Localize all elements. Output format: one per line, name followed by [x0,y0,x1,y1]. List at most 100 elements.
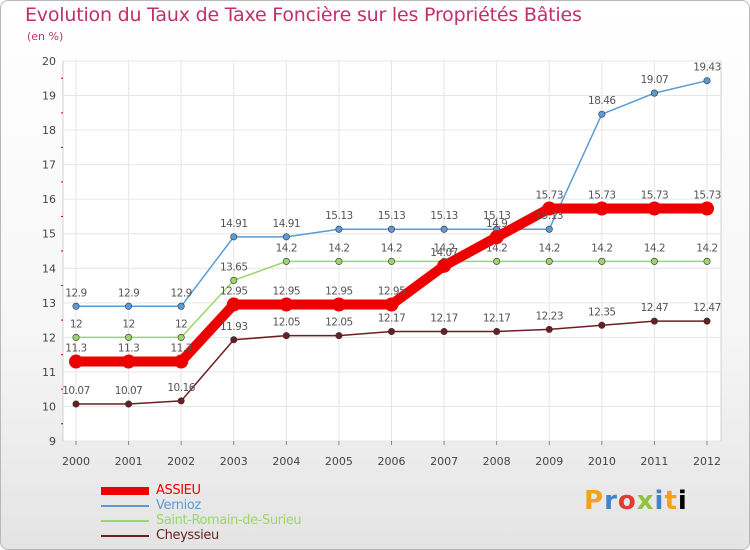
data-label: 14.2 [539,242,560,254]
data-label: 14.9 [486,218,507,230]
data-point [72,400,80,408]
data-label: 14.2 [696,242,717,254]
data-point [598,321,606,329]
data-label: 12.9 [118,287,139,299]
chart-title: Evolution du Taux de Taxe Foncière sur l… [25,4,582,26]
data-label: 14.07 [430,247,458,259]
data-point [125,400,133,408]
y-tick-label: 16 [42,193,56,206]
data-point [226,297,241,312]
data-label: 14.2 [328,242,349,254]
x-tick-label: 2004 [272,455,300,468]
data-label: 11.3 [170,343,191,355]
y-tick-label: 9 [49,435,56,448]
data-point [282,332,290,340]
logo-letter: o [617,486,637,516]
data-label: 11.93 [220,321,248,333]
data-point [703,257,711,265]
data-point [387,327,395,335]
logo-letter: r [604,486,618,516]
data-point [598,110,606,118]
data-label: 11.3 [65,343,86,355]
data-point [545,325,553,333]
y-tick-label: 15 [42,228,56,241]
logo-letter: P [584,486,605,516]
data-label: 15.13 [535,210,563,222]
y-tick-label: 10 [42,400,56,413]
data-point [331,297,346,312]
legend-swatch [101,535,149,537]
data-label: 10.07 [115,385,143,397]
legend-label: Cheyssieu [156,528,219,543]
data-label: 13.65 [220,261,248,273]
data-label: 12 [175,318,187,330]
y-tick-label: 17 [42,159,56,172]
data-point [72,333,80,341]
data-label: 14.2 [381,242,402,254]
logo-letter: t [664,486,678,516]
data-label: 15.73 [641,190,669,202]
data-point [647,201,662,216]
data-label: 12.35 [588,306,616,318]
data-point [437,258,452,273]
proxiti-logo: Proxiti [584,486,688,516]
legend-label: ASSIEU [156,483,201,498]
data-point [650,257,658,265]
data-point [125,302,133,310]
data-point [72,302,80,310]
data-point [440,327,448,335]
data-label: 12.23 [535,310,563,322]
data-point [230,233,238,241]
data-point [650,317,658,325]
data-point [440,225,448,233]
chart-subtitle: (en %) [27,30,64,43]
data-label: 12.17 [378,312,406,324]
data-label: 12.9 [170,287,191,299]
data-label: 15.73 [693,190,721,202]
data-point [174,354,189,369]
data-label: 12.17 [483,312,511,324]
data-point [493,257,501,265]
legend-label: Vernioz [156,498,201,513]
data-label: 12.95 [220,286,248,298]
data-label: 19.43 [693,62,721,74]
data-label: 10.07 [62,385,90,397]
data-label: 12 [70,318,82,330]
data-label: 12 [122,318,134,330]
data-point [493,327,501,335]
data-point [335,257,343,265]
x-tick-label: 2001 [115,455,143,468]
data-point [69,354,83,369]
data-point [125,333,133,341]
data-label: 10.16 [167,382,195,394]
data-point [282,233,290,241]
data-label: 14.2 [276,242,297,254]
data-point [121,354,136,369]
x-tick-label: 2000 [62,455,90,468]
data-label: 14.2 [433,242,454,254]
y-tick-label: 19 [42,90,56,103]
legend-label: Saint-Romain-de-Surieu [156,513,302,528]
data-point [335,332,343,340]
y-tick-label: 13 [42,297,56,310]
data-point [545,225,553,233]
x-tick-label: 2006 [378,455,406,468]
data-label: 12.47 [641,302,669,314]
logo-letter: i [677,486,688,516]
data-point [703,317,711,325]
data-point [335,225,343,233]
y-tick-label: 11 [42,366,56,379]
data-label: 12.17 [430,312,458,324]
data-label: 11.3 [118,343,139,355]
data-label: 15.73 [535,190,563,202]
data-label: 14.91 [220,218,248,230]
logo-letter: x [636,486,655,516]
data-point [177,333,185,341]
data-point [545,257,553,265]
data-point [387,225,395,233]
data-label: 14.2 [644,242,665,254]
legend-swatch [101,520,149,522]
x-tick-label: 2011 [640,455,668,468]
data-point [598,257,606,265]
